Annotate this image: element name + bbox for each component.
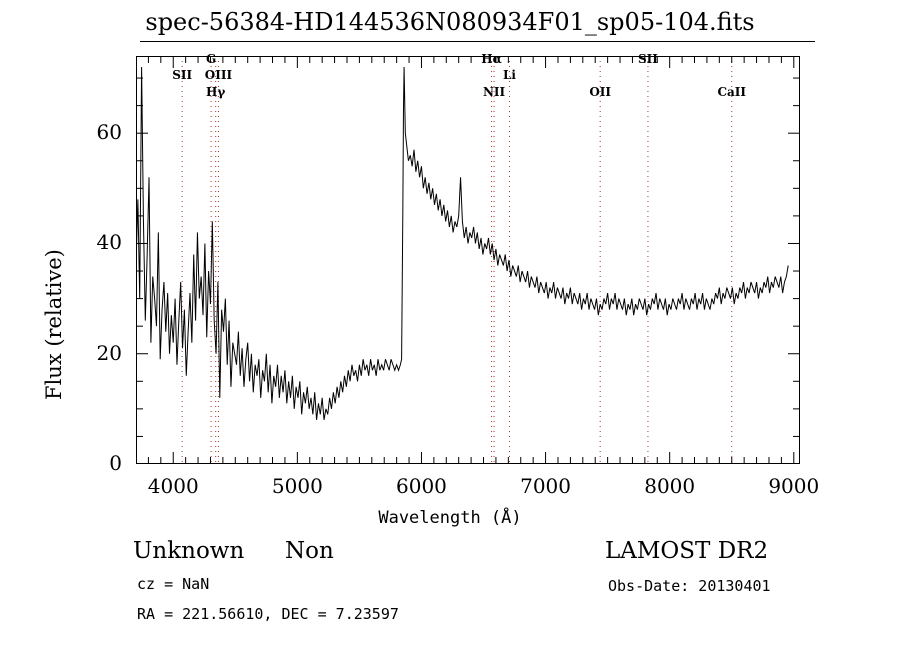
line-marker-group [181,56,733,464]
line-label-hα: Hα [481,52,502,66]
x-tick-label-4000: 4000 [147,474,199,498]
x-tick-label-6000: 6000 [396,474,447,498]
x-tick-label-5000: 5000 [271,474,323,498]
spectrum-trace [136,67,789,420]
obs-date: Obs-Date: 20130401 [608,577,771,595]
spectrum-svg [136,56,800,464]
line-label-sii: SII [172,68,193,82]
plot-frame [136,56,800,464]
y-tick-label-20: 20 [96,340,122,365]
y-tick-label-60: 60 [96,120,122,145]
plot-area [136,56,800,464]
line-label-g: G [205,52,217,66]
axis-tick-group [136,56,800,464]
y-tick-label-40: 40 [96,230,122,255]
title-underline [140,41,815,42]
line-label-nii: NII [482,85,506,99]
x-tick-label-8000: 8000 [644,474,696,498]
x-tick-label-9000: 9000 [768,474,820,498]
survey-name: LAMOST DR2 [605,538,769,564]
x-tick-label-7000: 7000 [520,474,572,498]
y-tick-label-0: 0 [109,451,122,475]
object-class: Unknown [133,538,245,564]
page-title: spec-56384-HD144536N080934F01_sp05-104.f… [145,8,755,36]
object-subclass: Non [285,538,334,564]
x-axis-label: Wavelength (Å) [378,508,522,528]
line-label-hγ: Hγ [206,85,226,99]
y-axis-label: Flux (relative) [42,249,66,400]
line-label-oiii: OIII [204,68,233,82]
coordinates: RA = 221.56610, DEC = 7.23597 [137,605,399,623]
cz-value: cz = NaN [137,575,210,593]
line-label-sii: SII [638,52,658,66]
line-label-li: Li [502,68,516,82]
line-label-caii: CaII [717,85,747,99]
line-label-oii: OII [589,85,612,99]
